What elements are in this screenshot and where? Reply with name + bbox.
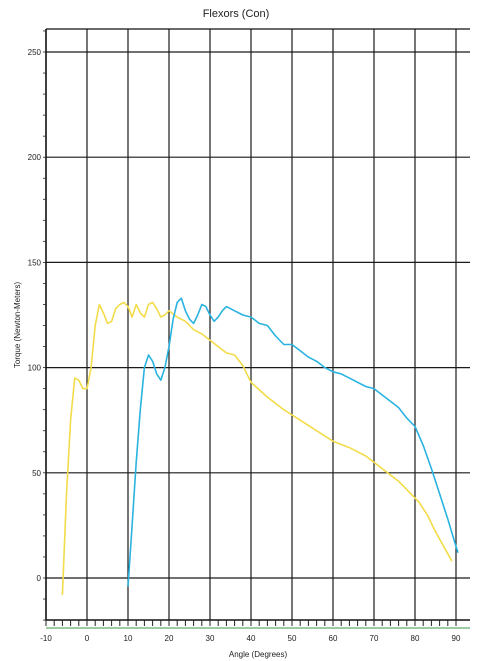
x-tick-label: 30 — [206, 634, 215, 643]
chart-title: Flexors (Con) — [203, 8, 270, 20]
y-tick-labels: 0 50 100 150 200 250 — [28, 48, 42, 583]
x-tick-label: 70 — [370, 634, 379, 643]
x-tick-label: -10 — [40, 634, 52, 643]
x-axis-label: Angle (Degrees) — [229, 650, 288, 659]
x-tick-label: 10 — [124, 634, 133, 643]
y-tick-label: 0 — [37, 574, 42, 583]
x-tick-labels: -10 0 10 20 30 40 50 60 70 80 90 — [40, 634, 461, 643]
series-line-1 — [61, 301, 453, 595]
series-line-2 — [127, 297, 459, 587]
y-tick-label: 250 — [28, 48, 42, 57]
x-tick-label: 80 — [411, 634, 420, 643]
x-minor-ticks — [43, 30, 457, 626]
series-group — [61, 297, 459, 595]
x-tick-label: 40 — [247, 634, 256, 643]
y-tick-label: 200 — [28, 153, 42, 162]
grid — [45, 28, 470, 629]
y-tick-label: 50 — [32, 469, 41, 478]
x-tick-label: 60 — [329, 634, 338, 643]
y-axis-label: Torque (Newton-Meters) — [13, 282, 22, 369]
y-tick-label: 100 — [28, 364, 42, 373]
y-tick-label: 150 — [28, 258, 42, 267]
x-tick-label: 50 — [288, 634, 297, 643]
x-tick-label: 90 — [452, 634, 461, 643]
x-tick-label: 20 — [165, 634, 174, 643]
x-tick-label: 0 — [85, 634, 90, 643]
